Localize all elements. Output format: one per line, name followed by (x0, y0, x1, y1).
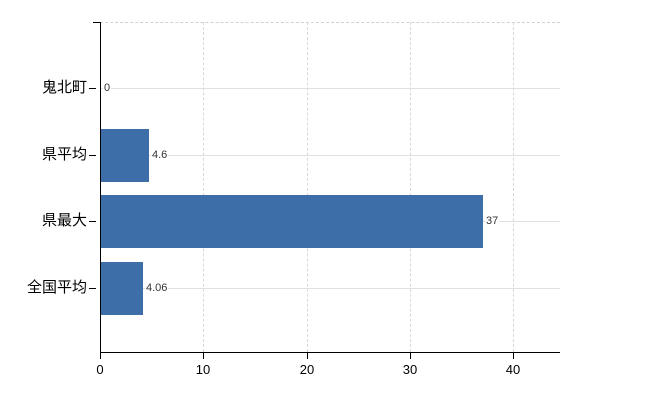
x-axis-line (100, 352, 560, 353)
x-tick-label: 30 (402, 362, 418, 377)
x-tick (513, 352, 514, 359)
category-label: 全国平均 (26, 279, 87, 296)
x-tick (100, 352, 101, 359)
x-tick (307, 352, 308, 359)
category-label: 県平均 (41, 146, 87, 163)
x-tick-label: 10 (195, 362, 211, 377)
gridline-h (100, 88, 560, 89)
bar-value-label: 37 (485, 214, 500, 228)
category-tick (89, 221, 96, 222)
category-tick (89, 88, 96, 89)
category-tick (89, 155, 96, 156)
bar-value-label: 0 (103, 81, 112, 95)
x-tick (410, 352, 411, 359)
y-axis-top-tick (93, 22, 100, 23)
bar-value-label: 4.06 (145, 281, 169, 295)
x-tick-label: 0 (96, 362, 104, 377)
x-tick (203, 352, 204, 359)
gridline-v (410, 22, 411, 352)
category-label: 鬼北町 (41, 79, 87, 96)
gridline-v (513, 22, 514, 352)
bar-value-label: 4.6 (151, 148, 169, 162)
bar (101, 129, 149, 182)
y-axis-line (100, 22, 101, 353)
gridline-h (100, 288, 560, 289)
gridline-h (100, 155, 560, 156)
category-tick (89, 288, 96, 289)
bar (101, 262, 143, 315)
gridline-v (307, 22, 308, 352)
gridline-v (203, 22, 204, 352)
category-label: 県最大 (41, 212, 87, 229)
x-tick-label: 20 (299, 362, 315, 377)
x-tick-label: 40 (505, 362, 521, 377)
bar (101, 195, 483, 248)
gridline-top (100, 22, 560, 23)
